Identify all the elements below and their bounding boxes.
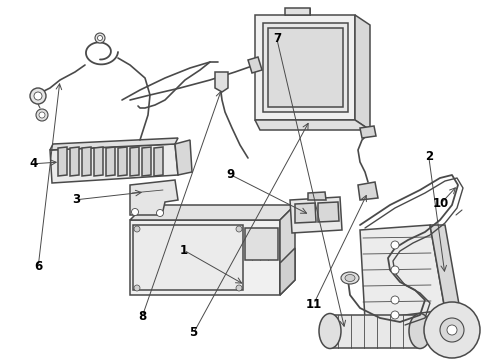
Polygon shape bbox=[142, 147, 151, 176]
Circle shape bbox=[98, 36, 102, 41]
Circle shape bbox=[236, 285, 242, 291]
Ellipse shape bbox=[319, 314, 341, 348]
Circle shape bbox=[440, 318, 464, 342]
Text: 8: 8 bbox=[138, 310, 146, 323]
Polygon shape bbox=[430, 225, 460, 310]
Text: 5: 5 bbox=[190, 327, 197, 339]
Circle shape bbox=[134, 285, 140, 291]
Ellipse shape bbox=[409, 314, 431, 348]
Polygon shape bbox=[358, 182, 378, 200]
Polygon shape bbox=[118, 147, 127, 176]
Polygon shape bbox=[318, 202, 339, 222]
Circle shape bbox=[391, 311, 399, 319]
Circle shape bbox=[30, 88, 46, 104]
Circle shape bbox=[391, 266, 399, 274]
Circle shape bbox=[95, 33, 105, 43]
Polygon shape bbox=[106, 147, 115, 176]
Circle shape bbox=[236, 226, 242, 232]
Polygon shape bbox=[330, 315, 420, 348]
Text: 9: 9 bbox=[226, 168, 234, 181]
Polygon shape bbox=[130, 220, 280, 295]
Polygon shape bbox=[130, 147, 139, 176]
Polygon shape bbox=[268, 28, 343, 107]
Polygon shape bbox=[255, 120, 370, 130]
Polygon shape bbox=[248, 57, 262, 73]
Polygon shape bbox=[130, 180, 178, 215]
Circle shape bbox=[391, 241, 399, 249]
Polygon shape bbox=[215, 72, 228, 92]
Ellipse shape bbox=[345, 274, 355, 282]
Polygon shape bbox=[295, 203, 316, 223]
Polygon shape bbox=[280, 248, 295, 295]
Text: 4: 4 bbox=[29, 157, 37, 170]
Ellipse shape bbox=[341, 272, 359, 284]
Polygon shape bbox=[175, 140, 192, 175]
Polygon shape bbox=[308, 192, 326, 200]
Circle shape bbox=[36, 109, 48, 121]
Circle shape bbox=[134, 226, 140, 232]
Text: 7: 7 bbox=[273, 32, 281, 45]
Circle shape bbox=[391, 296, 399, 304]
Text: 10: 10 bbox=[433, 197, 449, 210]
Circle shape bbox=[34, 92, 42, 100]
Polygon shape bbox=[360, 126, 376, 138]
Text: 1: 1 bbox=[180, 244, 188, 257]
Polygon shape bbox=[154, 147, 163, 176]
Polygon shape bbox=[355, 15, 370, 130]
Circle shape bbox=[156, 210, 164, 216]
Polygon shape bbox=[50, 144, 178, 183]
Text: 3: 3 bbox=[72, 193, 80, 206]
Circle shape bbox=[447, 325, 457, 335]
Polygon shape bbox=[263, 23, 348, 112]
Polygon shape bbox=[360, 225, 445, 320]
Polygon shape bbox=[130, 205, 295, 220]
Text: 6: 6 bbox=[34, 260, 42, 273]
Polygon shape bbox=[280, 205, 295, 295]
Polygon shape bbox=[285, 8, 310, 15]
Polygon shape bbox=[82, 147, 91, 176]
Circle shape bbox=[424, 302, 480, 358]
Polygon shape bbox=[58, 147, 67, 176]
Polygon shape bbox=[255, 15, 355, 120]
Polygon shape bbox=[290, 197, 342, 233]
Polygon shape bbox=[94, 147, 103, 176]
Polygon shape bbox=[50, 138, 178, 150]
Polygon shape bbox=[245, 228, 278, 260]
Circle shape bbox=[131, 208, 139, 216]
Polygon shape bbox=[70, 147, 79, 176]
Text: 2: 2 bbox=[425, 150, 433, 163]
Circle shape bbox=[39, 112, 45, 118]
Text: 11: 11 bbox=[305, 298, 322, 311]
Polygon shape bbox=[133, 225, 243, 290]
